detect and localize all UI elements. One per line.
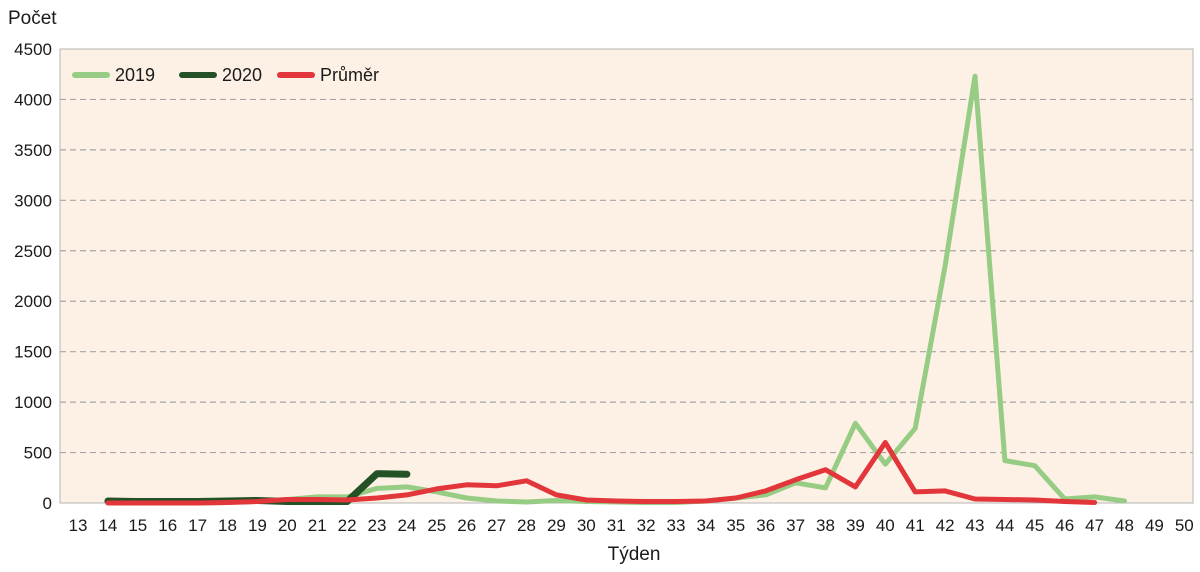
plot-area [60,49,1193,503]
x-tick-label: 22 [338,516,357,535]
y-tick-label: 2500 [14,242,52,261]
x-tick-label: 23 [368,516,387,535]
x-tick-label: 20 [278,516,297,535]
x-tick-label: 39 [846,516,865,535]
y-tick-label: 1500 [14,343,52,362]
y-axis-ticks: 0 500 1000 1500 2000 2500 3000 3500 4000 4500 [14,40,52,513]
x-tick-label: 30 [577,516,596,535]
x-tick-label: 31 [607,516,626,535]
x-tick-label: 33 [667,516,686,535]
x-tick-label: 37 [786,516,805,535]
x-tick-label: 32 [637,516,656,535]
y-tick-label: 3000 [14,191,52,210]
x-tick-label: 13 [69,516,88,535]
y-tick-label: 3500 [14,141,52,160]
x-tick-label: 19 [248,516,267,535]
x-tick-label: 43 [966,516,985,535]
legend-label: Průměr [320,65,379,85]
x-tick-label: 46 [1055,516,1074,535]
x-tick-label: 50 [1175,516,1194,535]
legend: 2019 2020 Průměr [72,65,379,85]
x-axis-title: Týden [608,544,661,565]
x-tick-label: 17 [188,516,207,535]
series-line-průměr [105,440,1098,506]
x-tick-label: 35 [726,516,745,535]
x-tick-label: 47 [1085,516,1104,535]
x-tick-label: 36 [756,516,775,535]
y-axis-title: Počet [8,8,57,29]
y-tick-label: 2000 [14,292,52,311]
x-tick-label: 27 [487,516,506,535]
y-tick-label: 4000 [14,90,52,109]
x-tick-label: 18 [218,516,237,535]
x-tick-label: 24 [397,516,416,535]
x-tick-label: 21 [308,516,327,535]
legend-label: 2020 [222,65,262,85]
x-tick-label: 38 [816,516,835,535]
x-tick-label: 25 [427,516,446,535]
x-tick-label: 49 [1145,516,1164,535]
x-tick-label: 41 [906,516,925,535]
x-tick-label: 34 [696,516,715,535]
x-axis-ticks: 13 14 15 16 17 18 19 20 21 22 23 24 25 26 27 28 29 30 31 32… [69,516,1194,535]
x-tick-label: 29 [547,516,566,535]
x-tick-label: 40 [876,516,895,535]
x-tick-label: 28 [517,516,536,535]
series-lines [104,73,1127,506]
x-tick-label: 42 [936,516,955,535]
x-tick-label: 48 [1115,516,1134,535]
x-tick-label: 26 [457,516,476,535]
x-tick-label: 14 [98,516,117,535]
y-tick-label: 500 [24,444,52,463]
x-tick-label: 16 [158,516,177,535]
y-tick-label: 4500 [14,40,52,59]
x-tick-label: 44 [995,516,1014,535]
y-tick-label: 1000 [14,393,52,412]
legend-label: 2019 [115,65,155,85]
x-tick-label: 45 [1025,516,1044,535]
y-tick-label: 0 [43,494,52,513]
x-tick-label: 15 [128,516,147,535]
